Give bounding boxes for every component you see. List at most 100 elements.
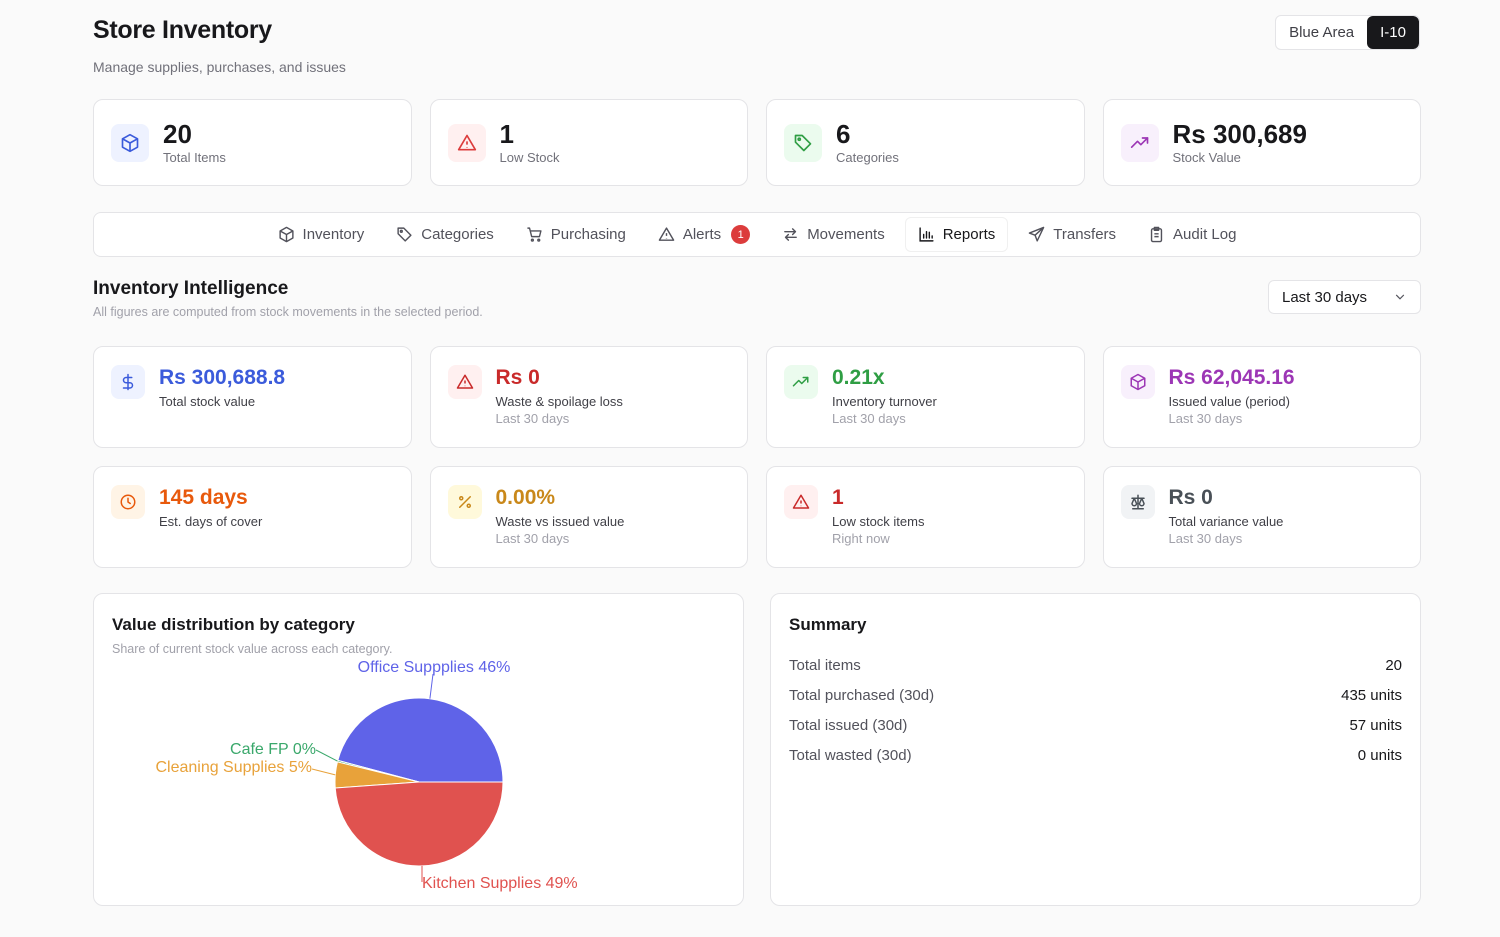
- summary-label: Total issued (30d): [789, 716, 908, 734]
- metric-label: Total variance value: [1168, 514, 1284, 529]
- summary-label: Total wasted (30d): [789, 746, 912, 764]
- pie-slice-kitchen-supplies[interactable]: [334, 781, 504, 867]
- alert-triangle-icon: [658, 227, 675, 241]
- summary-value: 20: [1385, 656, 1402, 674]
- stat-value: 6: [836, 119, 851, 149]
- tab-label: Movements: [807, 226, 885, 243]
- alerts-count-badge: 1: [731, 225, 751, 244]
- category-distribution-chart: Value distribution by category Share of …: [93, 593, 744, 906]
- metric-card-total-stock-value: Rs 300,688.8 Total stock value: [93, 346, 412, 448]
- chart-subtitle: Share of current stock value across each…: [112, 642, 393, 656]
- branch-code[interactable]: I-10: [1367, 16, 1419, 49]
- metric-sub: Last 30 days: [1168, 531, 1243, 546]
- metric-value: Rs 300,688.8: [159, 366, 286, 389]
- metric-card-turnover: 0.21x Inventory turnover Last 30 days: [766, 346, 1085, 448]
- arrows-icon: [784, 228, 798, 241]
- metric-sub: Last 30 days: [1168, 411, 1243, 426]
- stat-card-total-items: 20 Total Items: [93, 99, 412, 186]
- summary-value: 0 units: [1357, 746, 1402, 764]
- tab-transfers[interactable]: Transfers: [1016, 217, 1128, 252]
- tab-audit-log[interactable]: Audit Log: [1136, 217, 1248, 252]
- summary-value: 435 units: [1341, 686, 1402, 704]
- period-select[interactable]: Last 30 days: [1268, 280, 1421, 314]
- stat-card-stock-value: Rs 300,689 Stock Value: [1102, 99, 1421, 186]
- metric-card-waste-loss: Rs 0 Waste & spoilage loss Last 30 days: [429, 346, 748, 448]
- metric-value: 145 days: [159, 486, 248, 509]
- tab-movements[interactable]: Movements: [770, 217, 897, 252]
- summary-label: Total items: [789, 656, 861, 674]
- stat-label: Total Items: [163, 150, 226, 165]
- metric-value: Rs 62,045.16: [1168, 366, 1295, 389]
- summary-card: Summary Total items 20 Total purchased (3…: [770, 593, 1421, 906]
- pie-leader-line: [315, 749, 338, 762]
- stat-cards: 20 Total Items 1 Low Stock 6 Categories Rs …: [93, 99, 1421, 186]
- metric-sub: Last 30 days: [495, 531, 570, 546]
- tag-icon: [397, 227, 412, 242]
- stat-label: Categories: [836, 150, 899, 165]
- summary-value: 57 units: [1349, 716, 1402, 734]
- scale-icon: [1120, 485, 1155, 519]
- summary-label: Total purchased (30d): [789, 686, 935, 704]
- tab-alerts[interactable]: Alerts 1: [646, 217, 762, 252]
- summary-title: Summary: [789, 615, 867, 634]
- stat-card-categories: 6 Categories: [766, 99, 1085, 186]
- metric-label: Waste & spoilage loss: [495, 394, 623, 409]
- pie-leader-line: [311, 768, 336, 776]
- metric-card-variance: Rs 0 Total variance value Last 30 days: [1102, 466, 1421, 568]
- summary-row: Total issued (30d) 57 units: [789, 710, 1402, 740]
- tab-label: Inventory: [302, 226, 365, 243]
- branch-area[interactable]: Blue Area: [1289, 24, 1355, 41]
- page-title: Store Inventory: [93, 16, 272, 44]
- metric-card-days-of-cover: 145 days Est. days of cover: [93, 466, 412, 568]
- send-icon: [1028, 226, 1045, 242]
- alert-triangle-icon: [447, 365, 482, 399]
- main-tabs: Inventory Categories Purchasing Alerts 1…: [93, 212, 1421, 257]
- bar-chart-icon: [919, 227, 934, 242]
- metric-label: Inventory turnover: [832, 394, 937, 409]
- tab-inventory[interactable]: Inventory: [266, 217, 377, 252]
- stat-card-low-stock: 1 Low Stock: [429, 99, 748, 186]
- pie-label-cafe-fp: Cafe FP 0%: [230, 741, 316, 758]
- pie-label-cleaning-supplies: Cleaning Supplies 5%: [155, 759, 312, 776]
- pie-label-office-supplies: Office Suppplies 46%: [358, 659, 511, 676]
- pie-chart: Office Suppplies 46% Cafe FP 0%Cleaning S…: [155, 659, 578, 892]
- metric-value: Rs 0: [495, 366, 540, 389]
- package-icon: [111, 123, 149, 162]
- clock-icon: [111, 485, 145, 519]
- metric-grid: Rs 300,688.8 Total stock value Rs 0 Waste …: [93, 346, 1421, 568]
- tab-categories[interactable]: Categories: [384, 217, 506, 252]
- stat-value: Rs 300,689: [1172, 119, 1307, 149]
- metric-sub: Last 30 days: [495, 411, 570, 426]
- metric-label: Waste vs issued value: [495, 514, 625, 529]
- clipboard-icon: [1150, 226, 1163, 243]
- summary-row: Total purchased (30d) 435 units: [789, 680, 1402, 710]
- cart-icon: [527, 227, 542, 242]
- metric-card-issued-value: Rs 62,045.16 Issued value (period) Last 30…: [1102, 346, 1421, 448]
- stat-value: 20: [163, 119, 192, 149]
- tab-reports[interactable]: Reports: [904, 217, 1009, 252]
- tab-purchasing[interactable]: Purchasing: [514, 217, 638, 252]
- tab-label: Purchasing: [550, 226, 626, 243]
- tag-icon: [784, 123, 822, 162]
- package-icon: [278, 226, 294, 243]
- branch-selector[interactable]: Blue Area I-10: [1275, 15, 1420, 50]
- percent-icon: [447, 485, 482, 519]
- metric-value: 0.21x: [832, 366, 885, 389]
- metric-value: 0.00%: [495, 486, 556, 509]
- summary-row: Total wasted (30d) 0 units: [789, 740, 1402, 770]
- metric-card-low-stock-items: 1 Low stock items Right now: [766, 466, 1085, 568]
- stat-label: Stock Value: [1172, 150, 1241, 165]
- metric-sub: Right now: [832, 531, 890, 546]
- tab-label: Categories: [421, 226, 494, 243]
- trending-up-icon: [1120, 123, 1159, 162]
- metric-value: Rs 0: [1168, 486, 1213, 509]
- metric-label: Est. days of cover: [159, 514, 263, 529]
- metric-sub: Last 30 days: [832, 411, 906, 426]
- chart-title: Value distribution by category: [112, 615, 355, 634]
- dollar-icon: [111, 365, 145, 399]
- metric-value: 1: [832, 486, 844, 509]
- metric-label: Total stock value: [159, 394, 256, 409]
- pie-slice-office-supplies[interactable]: [337, 697, 504, 783]
- package-icon: [1120, 365, 1155, 399]
- pie-label-kitchen-supplies: Kitchen Supplies 49%: [422, 875, 578, 892]
